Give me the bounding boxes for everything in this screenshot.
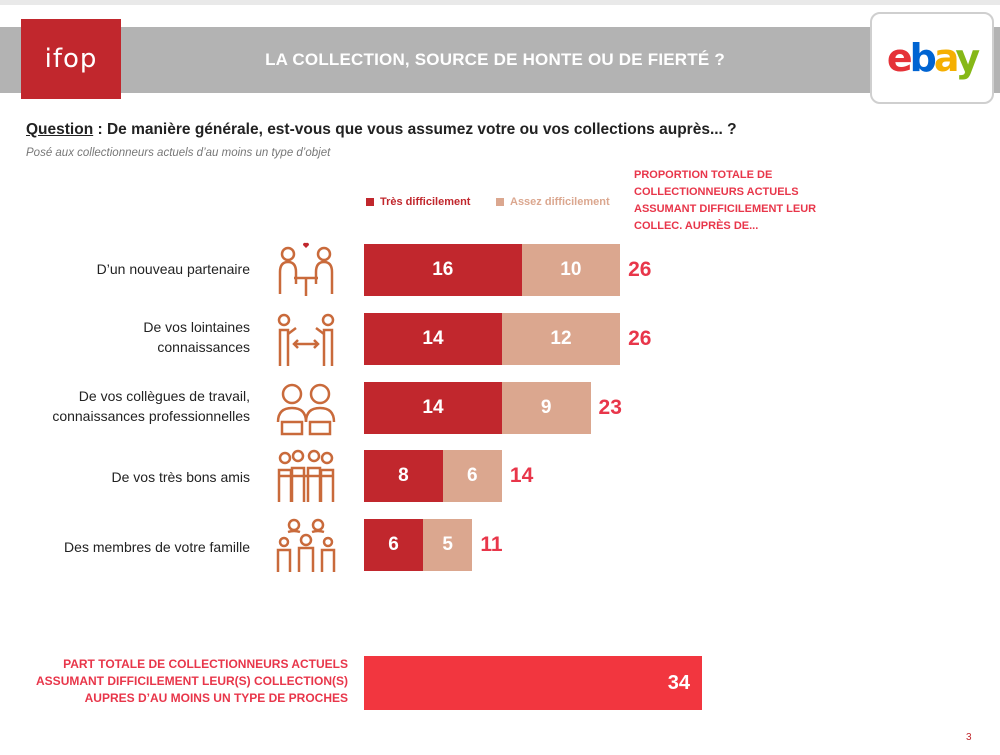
row-label-lointaines: De vos lointaines connaissances bbox=[143, 317, 250, 357]
bar-total-2: 23 bbox=[598, 396, 622, 419]
legend-swatch-assez bbox=[496, 198, 504, 206]
bar-tres-4: 6 bbox=[364, 519, 424, 571]
legend-swatch-tres bbox=[366, 198, 374, 206]
summary-label-line: ASSUMANT DIFFICILEMENT LEUR(S) COLLECTIO… bbox=[36, 674, 348, 688]
ebay-letter-a: a bbox=[933, 36, 959, 80]
summary-bar: 34 bbox=[364, 656, 702, 710]
row-label-partenaire: D’un nouveau partenaire bbox=[97, 259, 250, 279]
legend-label-assez: Assez difficilement bbox=[510, 196, 610, 208]
bar-assez-3: 6 bbox=[442, 450, 502, 502]
family-icon bbox=[276, 518, 336, 572]
question-subtitle: Posé aux collectionneurs actuels d’au mo… bbox=[26, 147, 331, 159]
summary-label-line: PART TOTALE DE COLLECTIONNEURS ACTUELS bbox=[63, 657, 348, 671]
bar-total-4: 11 bbox=[480, 533, 503, 556]
ifop-logo: ifop bbox=[21, 19, 121, 99]
row-label-line: D’un nouveau partenaire bbox=[96, 261, 250, 277]
summary-value: 34 bbox=[667, 671, 690, 694]
bar-total-0: 26 bbox=[628, 258, 652, 281]
page-number: 3 bbox=[966, 732, 972, 743]
row-label-line: De vos collègues de travail, bbox=[78, 388, 250, 404]
ebay-letter-e: e bbox=[886, 36, 913, 80]
row-label-famille: Des membres de votre famille bbox=[64, 537, 250, 557]
bar-tres-2: 14 bbox=[364, 382, 502, 434]
page-title: LA COLLECTION, SOURCE DE HONTE OU DE FIE… bbox=[265, 50, 725, 69]
question-text: : De manière générale, est-vous que vous… bbox=[93, 121, 737, 138]
bar-total-3: 14 bbox=[509, 464, 534, 487]
legend-label-tres: Très difficilement bbox=[380, 196, 471, 208]
legend-item-tres: Très difficilement bbox=[366, 196, 470, 208]
ebay-letter-b: b bbox=[909, 36, 937, 80]
row-label-line: Des membres de votre famille bbox=[64, 539, 250, 555]
bar-assez-0: 10 bbox=[521, 244, 621, 296]
summary-label-line: AUPRES D’AU MOINS UN TYPE DE PROCHES bbox=[84, 691, 348, 705]
ebay-logo: ebay bbox=[870, 12, 994, 104]
friends-icon bbox=[277, 449, 335, 502]
bar-tres-0: 16 bbox=[364, 244, 522, 296]
bar-total-1: 26 bbox=[628, 327, 652, 350]
distance-icon bbox=[277, 313, 335, 366]
row-label-line: connaissances professionnelles bbox=[52, 408, 250, 424]
row-label-line: De vos lointaines bbox=[143, 319, 250, 335]
question-label: Question bbox=[26, 121, 94, 138]
total-proportion-note: PROPORTION TOTALE DE COLLECTIONNEURS ACT… bbox=[634, 169, 817, 232]
bar-tres-1: 14 bbox=[364, 313, 502, 365]
bar-assez-2: 9 bbox=[501, 382, 591, 434]
row-label-amis: De vos très bons amis bbox=[112, 467, 251, 487]
couple-icon bbox=[278, 242, 334, 296]
question: Question : De manière générale, est-vous… bbox=[26, 121, 737, 139]
header-band bbox=[0, 27, 1000, 93]
colleagues-icon bbox=[276, 383, 336, 436]
summary-label: PART TOTALE DE COLLECTIONNEURS ACTUELS A… bbox=[20, 656, 348, 707]
bar-assez-1: 12 bbox=[501, 313, 621, 365]
ebay-letter-y: y bbox=[955, 36, 980, 80]
bar-assez-4: 5 bbox=[423, 519, 473, 571]
row-label-line: connaissances bbox=[157, 339, 250, 355]
row-label-line: De vos très bons amis bbox=[111, 469, 251, 485]
legend-item-assez: Assez difficilement bbox=[496, 196, 610, 208]
top-strip bbox=[0, 0, 1000, 5]
bar-tres-3: 8 bbox=[364, 450, 443, 502]
row-label-collegues: De vos collègues de travail, connaissanc… bbox=[52, 386, 250, 426]
